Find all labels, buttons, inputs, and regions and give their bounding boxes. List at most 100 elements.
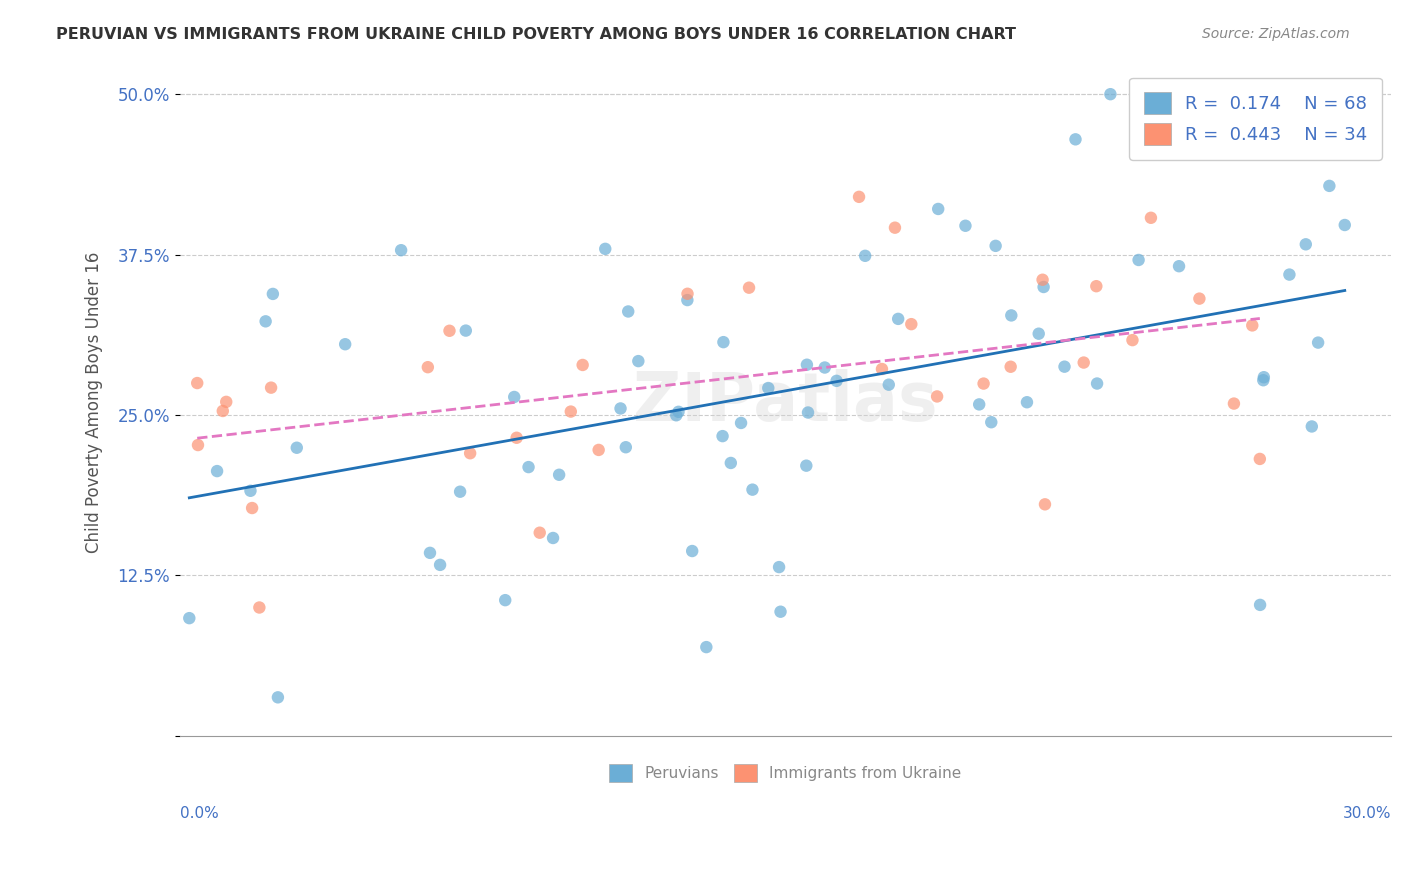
Point xyxy=(887,311,910,326)
Point xyxy=(186,376,208,390)
Point xyxy=(870,362,893,376)
Point xyxy=(429,558,451,572)
Point xyxy=(517,460,540,475)
Point xyxy=(267,690,290,705)
Point xyxy=(1251,373,1274,387)
Point xyxy=(814,360,837,375)
Point xyxy=(494,593,516,607)
Point xyxy=(548,467,571,482)
Point xyxy=(730,416,752,430)
Point xyxy=(1241,318,1264,333)
Point xyxy=(254,314,277,328)
Point xyxy=(853,249,876,263)
Point xyxy=(588,442,610,457)
Point xyxy=(1249,451,1271,466)
Text: Source: ZipAtlas.com: Source: ZipAtlas.com xyxy=(1202,27,1350,41)
Point xyxy=(1301,419,1323,434)
Point xyxy=(260,381,283,395)
Point xyxy=(738,281,761,295)
Point xyxy=(617,304,640,318)
Point xyxy=(1223,396,1246,410)
Point xyxy=(1000,359,1022,374)
Point xyxy=(416,360,439,375)
Point xyxy=(1333,218,1355,232)
Point xyxy=(665,409,688,423)
Point xyxy=(797,405,820,419)
Point xyxy=(884,220,907,235)
Text: PERUVIAN VS IMMIGRANTS FROM UKRAINE CHILD POVERTY AMONG BOYS UNDER 16 CORRELATIO: PERUVIAN VS IMMIGRANTS FROM UKRAINE CHIL… xyxy=(56,27,1017,42)
Point xyxy=(1053,359,1076,374)
Point xyxy=(179,611,201,625)
Point xyxy=(1128,252,1150,267)
Point xyxy=(419,546,441,560)
Point xyxy=(1099,87,1122,102)
Point xyxy=(1085,376,1108,391)
Point xyxy=(1085,279,1108,293)
Point xyxy=(627,354,650,368)
Text: ZIPatlas: ZIPatlas xyxy=(633,369,938,435)
Point xyxy=(1168,259,1191,273)
Text: 0.0%: 0.0% xyxy=(180,806,218,822)
Point xyxy=(1295,237,1317,252)
Point xyxy=(1278,268,1301,282)
Point xyxy=(900,317,922,331)
Point xyxy=(205,464,228,478)
Point xyxy=(1188,292,1211,306)
Point xyxy=(825,374,848,388)
Point xyxy=(1032,273,1054,287)
Point xyxy=(211,404,233,418)
Point xyxy=(877,377,900,392)
Point xyxy=(503,390,526,404)
Point xyxy=(695,640,717,654)
Point xyxy=(285,441,308,455)
Point xyxy=(676,286,699,301)
Y-axis label: Child Poverty Among Boys Under 16: Child Poverty Among Boys Under 16 xyxy=(86,252,103,553)
Point xyxy=(614,440,637,454)
Point xyxy=(668,405,690,419)
Point xyxy=(1140,211,1163,225)
Point xyxy=(741,483,763,497)
Point xyxy=(1121,333,1143,347)
Point xyxy=(1253,370,1275,384)
Point xyxy=(335,337,357,351)
Point xyxy=(676,293,699,307)
Point xyxy=(796,358,818,372)
Point xyxy=(240,501,263,516)
Point xyxy=(984,239,1007,253)
Legend: Peruvians, Immigrants from Ukraine: Peruvians, Immigrants from Ukraine xyxy=(603,757,967,789)
Point xyxy=(1015,395,1038,409)
Point xyxy=(681,544,703,558)
Point xyxy=(925,389,948,403)
Point xyxy=(541,531,564,545)
Point xyxy=(247,600,270,615)
Point xyxy=(262,287,284,301)
Point xyxy=(1073,355,1095,369)
Point xyxy=(927,202,949,216)
Point xyxy=(458,446,481,460)
Text: 30.0%: 30.0% xyxy=(1343,806,1391,822)
Point xyxy=(1064,132,1087,146)
Point xyxy=(756,381,779,395)
Point xyxy=(720,456,742,470)
Point xyxy=(1317,178,1340,193)
Point xyxy=(389,243,412,257)
Point xyxy=(454,324,477,338)
Point xyxy=(769,605,792,619)
Point xyxy=(1306,335,1329,350)
Point xyxy=(505,431,527,445)
Point xyxy=(449,484,471,499)
Point xyxy=(713,335,735,350)
Point xyxy=(1028,326,1050,341)
Point xyxy=(571,358,593,372)
Point xyxy=(187,438,209,452)
Point xyxy=(973,376,995,391)
Point xyxy=(529,525,551,540)
Point xyxy=(768,560,790,574)
Point xyxy=(593,242,616,256)
Point xyxy=(955,219,977,233)
Point xyxy=(848,190,870,204)
Point xyxy=(1000,309,1022,323)
Point xyxy=(967,397,990,411)
Point xyxy=(794,458,817,473)
Point xyxy=(1032,280,1054,294)
